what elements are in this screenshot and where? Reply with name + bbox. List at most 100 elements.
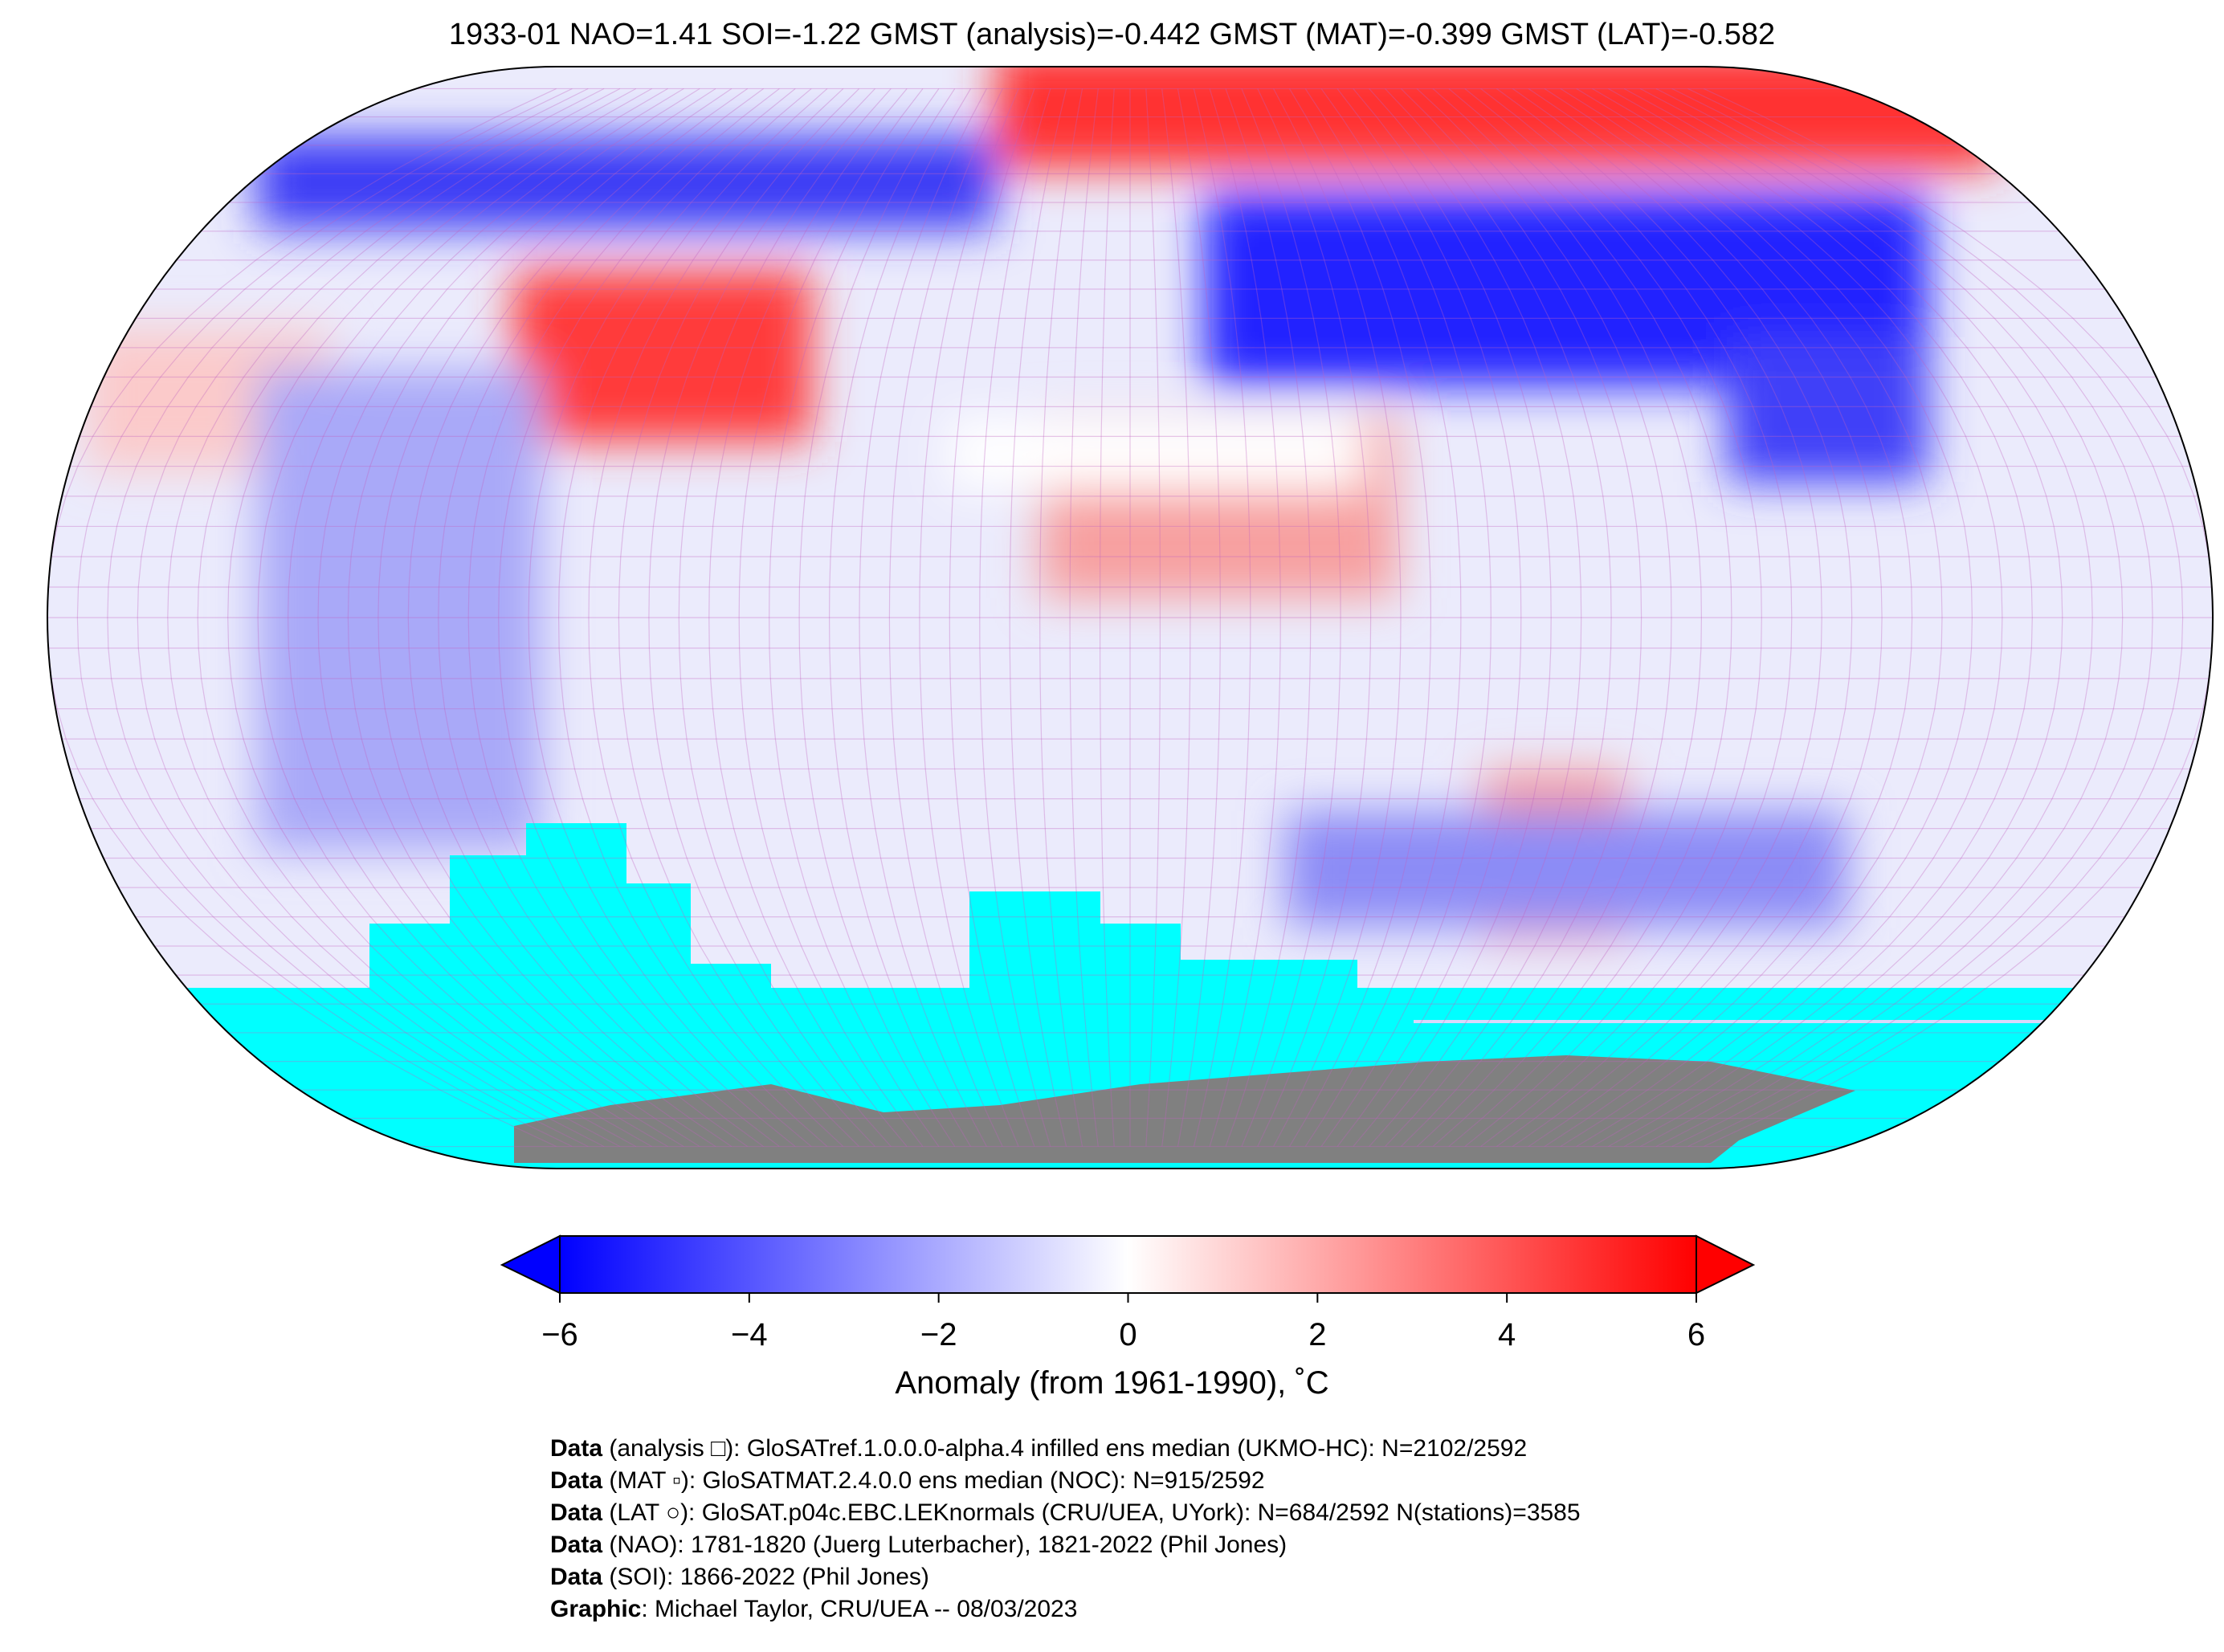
colorbar-tick-label: 4 — [1498, 1317, 1516, 1352]
meridian-line — [438, 88, 764, 1148]
anomaly-southern-band — [1285, 811, 1847, 928]
data-credits: Data (analysis □): GloSATref.1.0.0.0-alp… — [550, 1433, 1581, 1625]
meridian-line — [1639, 88, 2093, 1148]
anomaly-north-canada — [257, 137, 996, 229]
meridian-line — [949, 88, 1035, 1147]
credit-label: Data — [550, 1499, 603, 1526]
meridian-line — [1100, 88, 1115, 1147]
colorbar-tick-label: −2 — [920, 1317, 957, 1352]
colorbar-tick-label: 2 — [1308, 1317, 1327, 1352]
credit-line-graphic: Graphic: Michael Taylor, CRU/UEA -- 08/0… — [550, 1593, 1581, 1625]
meridian-line — [498, 88, 796, 1148]
meridian-line — [1655, 88, 2124, 1148]
meridian-line — [1608, 88, 2033, 1148]
map-title: 1933-01 NAO=1.41 SOI=-1.22 GMST (analysi… — [448, 18, 1776, 51]
anomaly-east-asia — [1727, 337, 1928, 482]
meridian-line — [1304, 88, 1462, 1147]
meridian-line — [618, 88, 860, 1148]
credit-line-analysis: Data (analysis □): GloSATref.1.0.0.0-alp… — [550, 1433, 1581, 1465]
meridian-line — [1039, 88, 1083, 1147]
meridian-line — [1336, 88, 1522, 1147]
meridian-line — [257, 88, 668, 1148]
meridian-line — [678, 88, 892, 1147]
meridian-line — [47, 88, 557, 1148]
meridian-line — [1145, 88, 1161, 1147]
colorbar-tick-label: 0 — [1119, 1317, 1137, 1352]
anomaly-neutral-atlantic — [948, 418, 1365, 490]
credit-text: (analysis □): GloSATref.1.0.0.0-alpha.4 … — [602, 1435, 1528, 1462]
meridian-line — [557, 88, 828, 1148]
meridian-line — [528, 88, 812, 1148]
meridian-line — [377, 88, 732, 1148]
meridian-line — [227, 88, 652, 1148]
anomaly-east-pacific — [257, 369, 542, 851]
credit-line-nao: Data (NAO): 1781-1820 (Juerg Luterbacher… — [550, 1529, 1581, 1561]
map-border — [46, 66, 2214, 1169]
anomaly-map — [46, 66, 2214, 1169]
meridian-line — [1416, 88, 1672, 1148]
grid-lines — [47, 88, 2213, 1148]
meridian-line — [287, 88, 684, 1148]
meridian-line — [1400, 88, 1642, 1148]
meridian-line — [1448, 88, 1732, 1148]
meridian-line — [1161, 88, 1191, 1147]
meridian-line — [467, 88, 780, 1148]
meridian-line — [1320, 88, 1492, 1147]
meridian-line — [1480, 88, 1793, 1148]
credit-text: (NAO): 1781-1820 (Juerg Luterbacher), 18… — [602, 1532, 1287, 1558]
meridian-line — [1193, 88, 1251, 1147]
meridian-line — [1369, 88, 1582, 1147]
colorbar-tick-label: −4 — [731, 1317, 768, 1352]
meridian-line — [1209, 88, 1281, 1147]
credit-line-mat: Data (MAT ▫): GloSATMAT.2.4.0.0 ens medi… — [550, 1465, 1581, 1497]
credit-text: (MAT ▫): GloSATMAT.2.4.0.0 ens median (N… — [602, 1467, 1265, 1494]
meridian-line — [1257, 88, 1372, 1147]
meridian-line — [317, 88, 700, 1148]
meridian-line — [859, 88, 987, 1147]
credit-label: Data — [550, 1435, 603, 1462]
meridian-line — [1464, 88, 1762, 1148]
meridian-line — [107, 88, 589, 1148]
meridian-line — [76, 88, 573, 1148]
meridian-line — [708, 88, 908, 1147]
meridian-line — [1353, 88, 1552, 1147]
meridian-line — [197, 88, 637, 1148]
colorbar-gradient — [559, 1235, 1697, 1294]
meridian-line — [1177, 88, 1221, 1147]
meridian-line — [1288, 88, 1432, 1147]
meridian-line — [1592, 88, 2003, 1148]
meridian-line — [1009, 88, 1067, 1147]
credit-label: Graphic — [550, 1596, 642, 1622]
meridian-line — [1576, 88, 1973, 1148]
meridian-line — [648, 88, 875, 1148]
meridian-line — [588, 88, 844, 1148]
meridian-line — [769, 88, 940, 1147]
colorbar-max-extension — [1696, 1234, 1756, 1295]
meridian-line — [798, 88, 956, 1147]
credit-line-lat: Data (LAT ○): GloSAT.p04c.EBC.LEKnormals… — [550, 1497, 1581, 1529]
credit-label: Data — [550, 1564, 603, 1590]
meridian-line — [1623, 88, 2063, 1148]
meridian-line — [1069, 88, 1099, 1147]
credit-label: Data — [550, 1532, 603, 1558]
meridian-line — [1544, 88, 1913, 1148]
meridian-line — [1512, 88, 1853, 1148]
meridian-line — [1528, 88, 1883, 1148]
meridian-line — [137, 88, 605, 1148]
meridian-line — [1385, 88, 1612, 1148]
anomaly-usa — [514, 271, 811, 442]
meridian-line — [1687, 88, 2184, 1148]
colorbar-min-extension — [500, 1234, 561, 1295]
meridian-line — [1225, 88, 1312, 1147]
meridian-line — [167, 88, 621, 1148]
colorbar-label: Anomaly (from 1961-1990), ˚C — [895, 1365, 1329, 1401]
meridian-line — [347, 88, 716, 1148]
meridian-line — [1704, 88, 2213, 1148]
meridian-line — [1496, 88, 1822, 1148]
meridian-line — [1560, 88, 1943, 1148]
meridian-line — [888, 88, 1003, 1147]
credit-text: (LAT ○): GloSAT.p04c.EBC.LEKnormals (CRU… — [602, 1499, 1581, 1526]
meridian-line — [979, 88, 1051, 1147]
credit-text: : Michael Taylor, CRU/UEA -- 08/03/2023 — [641, 1596, 1078, 1622]
antarctica-land-mask — [514, 1055, 1855, 1163]
